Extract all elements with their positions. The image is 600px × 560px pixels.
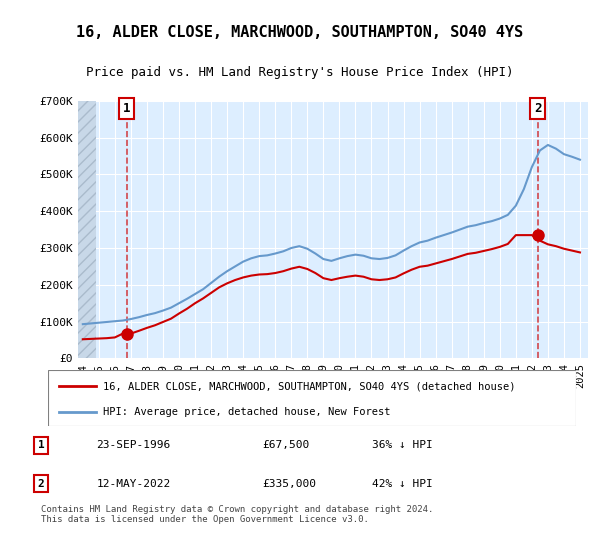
Text: 42% ↓ HPI: 42% ↓ HPI [372,479,433,488]
Text: £67,500: £67,500 [262,441,309,450]
Text: 2: 2 [38,479,44,488]
Text: Contains HM Land Registry data © Crown copyright and database right 2024.
This d: Contains HM Land Registry data © Crown c… [41,505,433,525]
Text: 1: 1 [38,441,44,450]
Text: Price paid vs. HM Land Registry's House Price Index (HPI): Price paid vs. HM Land Registry's House … [86,66,514,78]
Text: 23-SEP-1996: 23-SEP-1996 [96,441,170,450]
Text: 16, ALDER CLOSE, MARCHWOOD, SOUTHAMPTON, SO40 4YS: 16, ALDER CLOSE, MARCHWOOD, SOUTHAMPTON,… [76,25,524,40]
Text: HPI: Average price, detached house, New Forest: HPI: Average price, detached house, New … [103,407,391,417]
Text: 12-MAY-2022: 12-MAY-2022 [96,479,170,488]
Text: £335,000: £335,000 [262,479,316,488]
Bar [78,101,95,358]
Text: 2: 2 [534,102,541,115]
Text: 16, ALDER CLOSE, MARCHWOOD, SOUTHAMPTON, SO40 4YS (detached house): 16, ALDER CLOSE, MARCHWOOD, SOUTHAMPTON,… [103,381,516,391]
Text: 36% ↓ HPI: 36% ↓ HPI [372,441,433,450]
Text: 1: 1 [123,102,130,115]
